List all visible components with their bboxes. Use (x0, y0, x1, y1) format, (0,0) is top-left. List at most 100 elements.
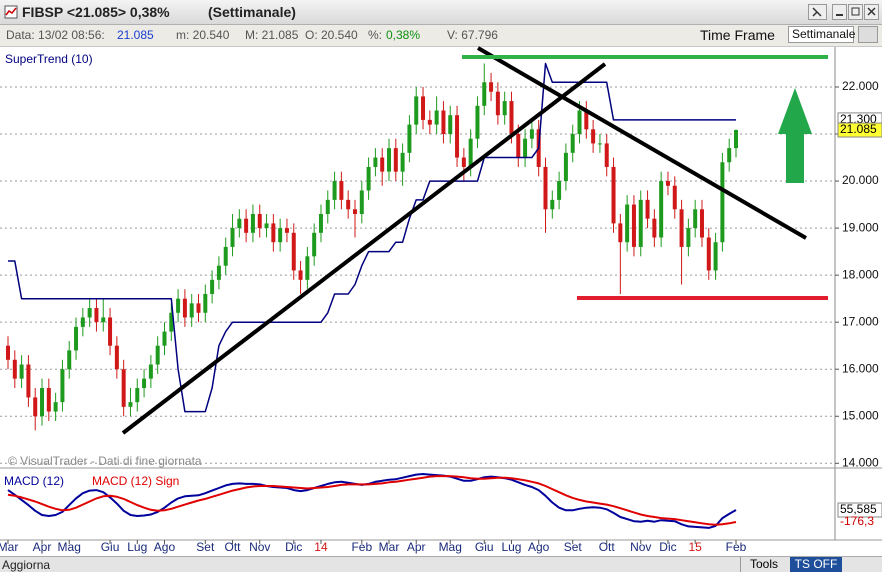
candle-body (6, 345, 10, 360)
x-tick-label: 14 (314, 540, 328, 554)
candle-body (196, 303, 201, 313)
candle-body (516, 134, 521, 158)
candle-body (298, 270, 303, 280)
candle-body (421, 96, 426, 120)
ts-button[interactable]: TS OFF (790, 557, 842, 572)
candle-body (216, 265, 221, 280)
legend-entry: SuperTrend (10) (5, 52, 93, 66)
candle-body (162, 331, 167, 346)
x-tick-label: Ago (528, 540, 550, 554)
candle-body (148, 364, 153, 379)
window-buttons[interactable] (808, 4, 880, 20)
x-tick-label: Nov (630, 540, 651, 554)
candle-body (557, 181, 562, 200)
candle-body (284, 228, 289, 233)
candle-body (638, 199, 643, 247)
candle-body (250, 213, 255, 233)
info-pct-label: %: (368, 28, 383, 42)
candle-body (387, 148, 392, 172)
y-tick-label: 20.000 (842, 173, 879, 187)
x-tick-label: Dic (659, 540, 676, 554)
x-tick-label: Ago (154, 540, 176, 554)
candle-body (318, 213, 323, 233)
candle-body (659, 181, 664, 238)
scroll-button[interactable] (858, 26, 878, 43)
candle-body (40, 388, 45, 417)
x-tick-label: Nov (249, 540, 270, 554)
candle-body (461, 157, 466, 167)
x-tick-label: Feb (726, 540, 747, 554)
x-tick-label: Apr (407, 540, 426, 554)
candle-body (26, 364, 31, 398)
candle-body (652, 218, 657, 238)
series-line (7, 475, 737, 526)
y-tick-label: 14.000 (842, 455, 879, 469)
candle-body (271, 223, 276, 243)
candle-body (237, 218, 242, 229)
candle-body (523, 138, 528, 158)
candle-body (80, 317, 85, 327)
candle-body (366, 166, 371, 191)
y-tick-label: 15.000 (842, 408, 879, 422)
candle-body (305, 256, 310, 280)
candle-body (19, 364, 24, 379)
candle-body (230, 228, 235, 247)
tools-button[interactable]: Tools (740, 557, 787, 572)
x-tick-label: Ott (599, 540, 616, 554)
x-tick-label: Giu (475, 540, 494, 554)
title-bar: FIBSP <21.085> 0,38% (Settimanale) (0, 0, 882, 25)
candle-body (604, 143, 609, 167)
candle-body (475, 105, 480, 139)
candle-body (529, 129, 534, 139)
price-marker (837, 122, 882, 138)
candle-body (407, 124, 412, 153)
candle-body (665, 181, 670, 186)
candle-body (502, 101, 507, 116)
candle-body (169, 312, 174, 332)
time-frame-select[interactable]: Settimanale (788, 26, 855, 43)
window-period: (Settimanale) (208, 4, 296, 20)
candle-body (645, 199, 650, 219)
candle-body (625, 204, 630, 243)
up-arrow (778, 88, 812, 183)
series-line (7, 473, 737, 529)
candle-body (223, 246, 228, 266)
x-tick-label: Feb (351, 540, 372, 554)
candle-body (53, 402, 58, 412)
candle-body (591, 129, 596, 144)
watermark: © VisualTrader - Dati di fine giornata (8, 454, 202, 468)
candle-body (278, 228, 283, 243)
legend-entry: MACD (12) (4, 474, 64, 488)
candle-body (182, 298, 187, 318)
candle-body (257, 213, 262, 229)
window-title: FIBSP <21.085> 0,38% (22, 4, 170, 20)
candle-body (720, 162, 725, 243)
candle-body (359, 190, 364, 214)
y-tick-label: 18.000 (842, 267, 879, 281)
candle-body (570, 134, 575, 153)
candle-body (584, 110, 589, 130)
x-tick-label: Mar (379, 540, 400, 554)
x-tick-label: Giu (101, 540, 120, 554)
candle-body (414, 96, 419, 125)
candle-body (543, 166, 548, 210)
info-date: Data: 13/02 08:56: (6, 28, 105, 42)
x-tick-label: Mar (0, 540, 18, 554)
candle-body (489, 82, 494, 92)
candle-body (33, 397, 38, 417)
candle-body (455, 115, 460, 158)
x-tick-label: 15 (688, 540, 702, 554)
candle-body (393, 148, 398, 172)
candle-body (312, 232, 317, 257)
legend-entry: MACD (12) Sign (92, 474, 179, 488)
status-bar: Aggiorna Tools TS OFF (0, 556, 882, 572)
candle-body (380, 157, 385, 172)
chart: © VisualTrader - Dati di fine giornata 1… (0, 46, 882, 554)
candle-body (108, 317, 113, 346)
info-open: O: 20.540 (305, 28, 358, 42)
update-button[interactable]: Aggiorna (2, 558, 51, 572)
y-tick-label: 17.000 (842, 314, 879, 328)
x-tick-label: Lug (127, 540, 147, 554)
candle-body (631, 204, 636, 247)
